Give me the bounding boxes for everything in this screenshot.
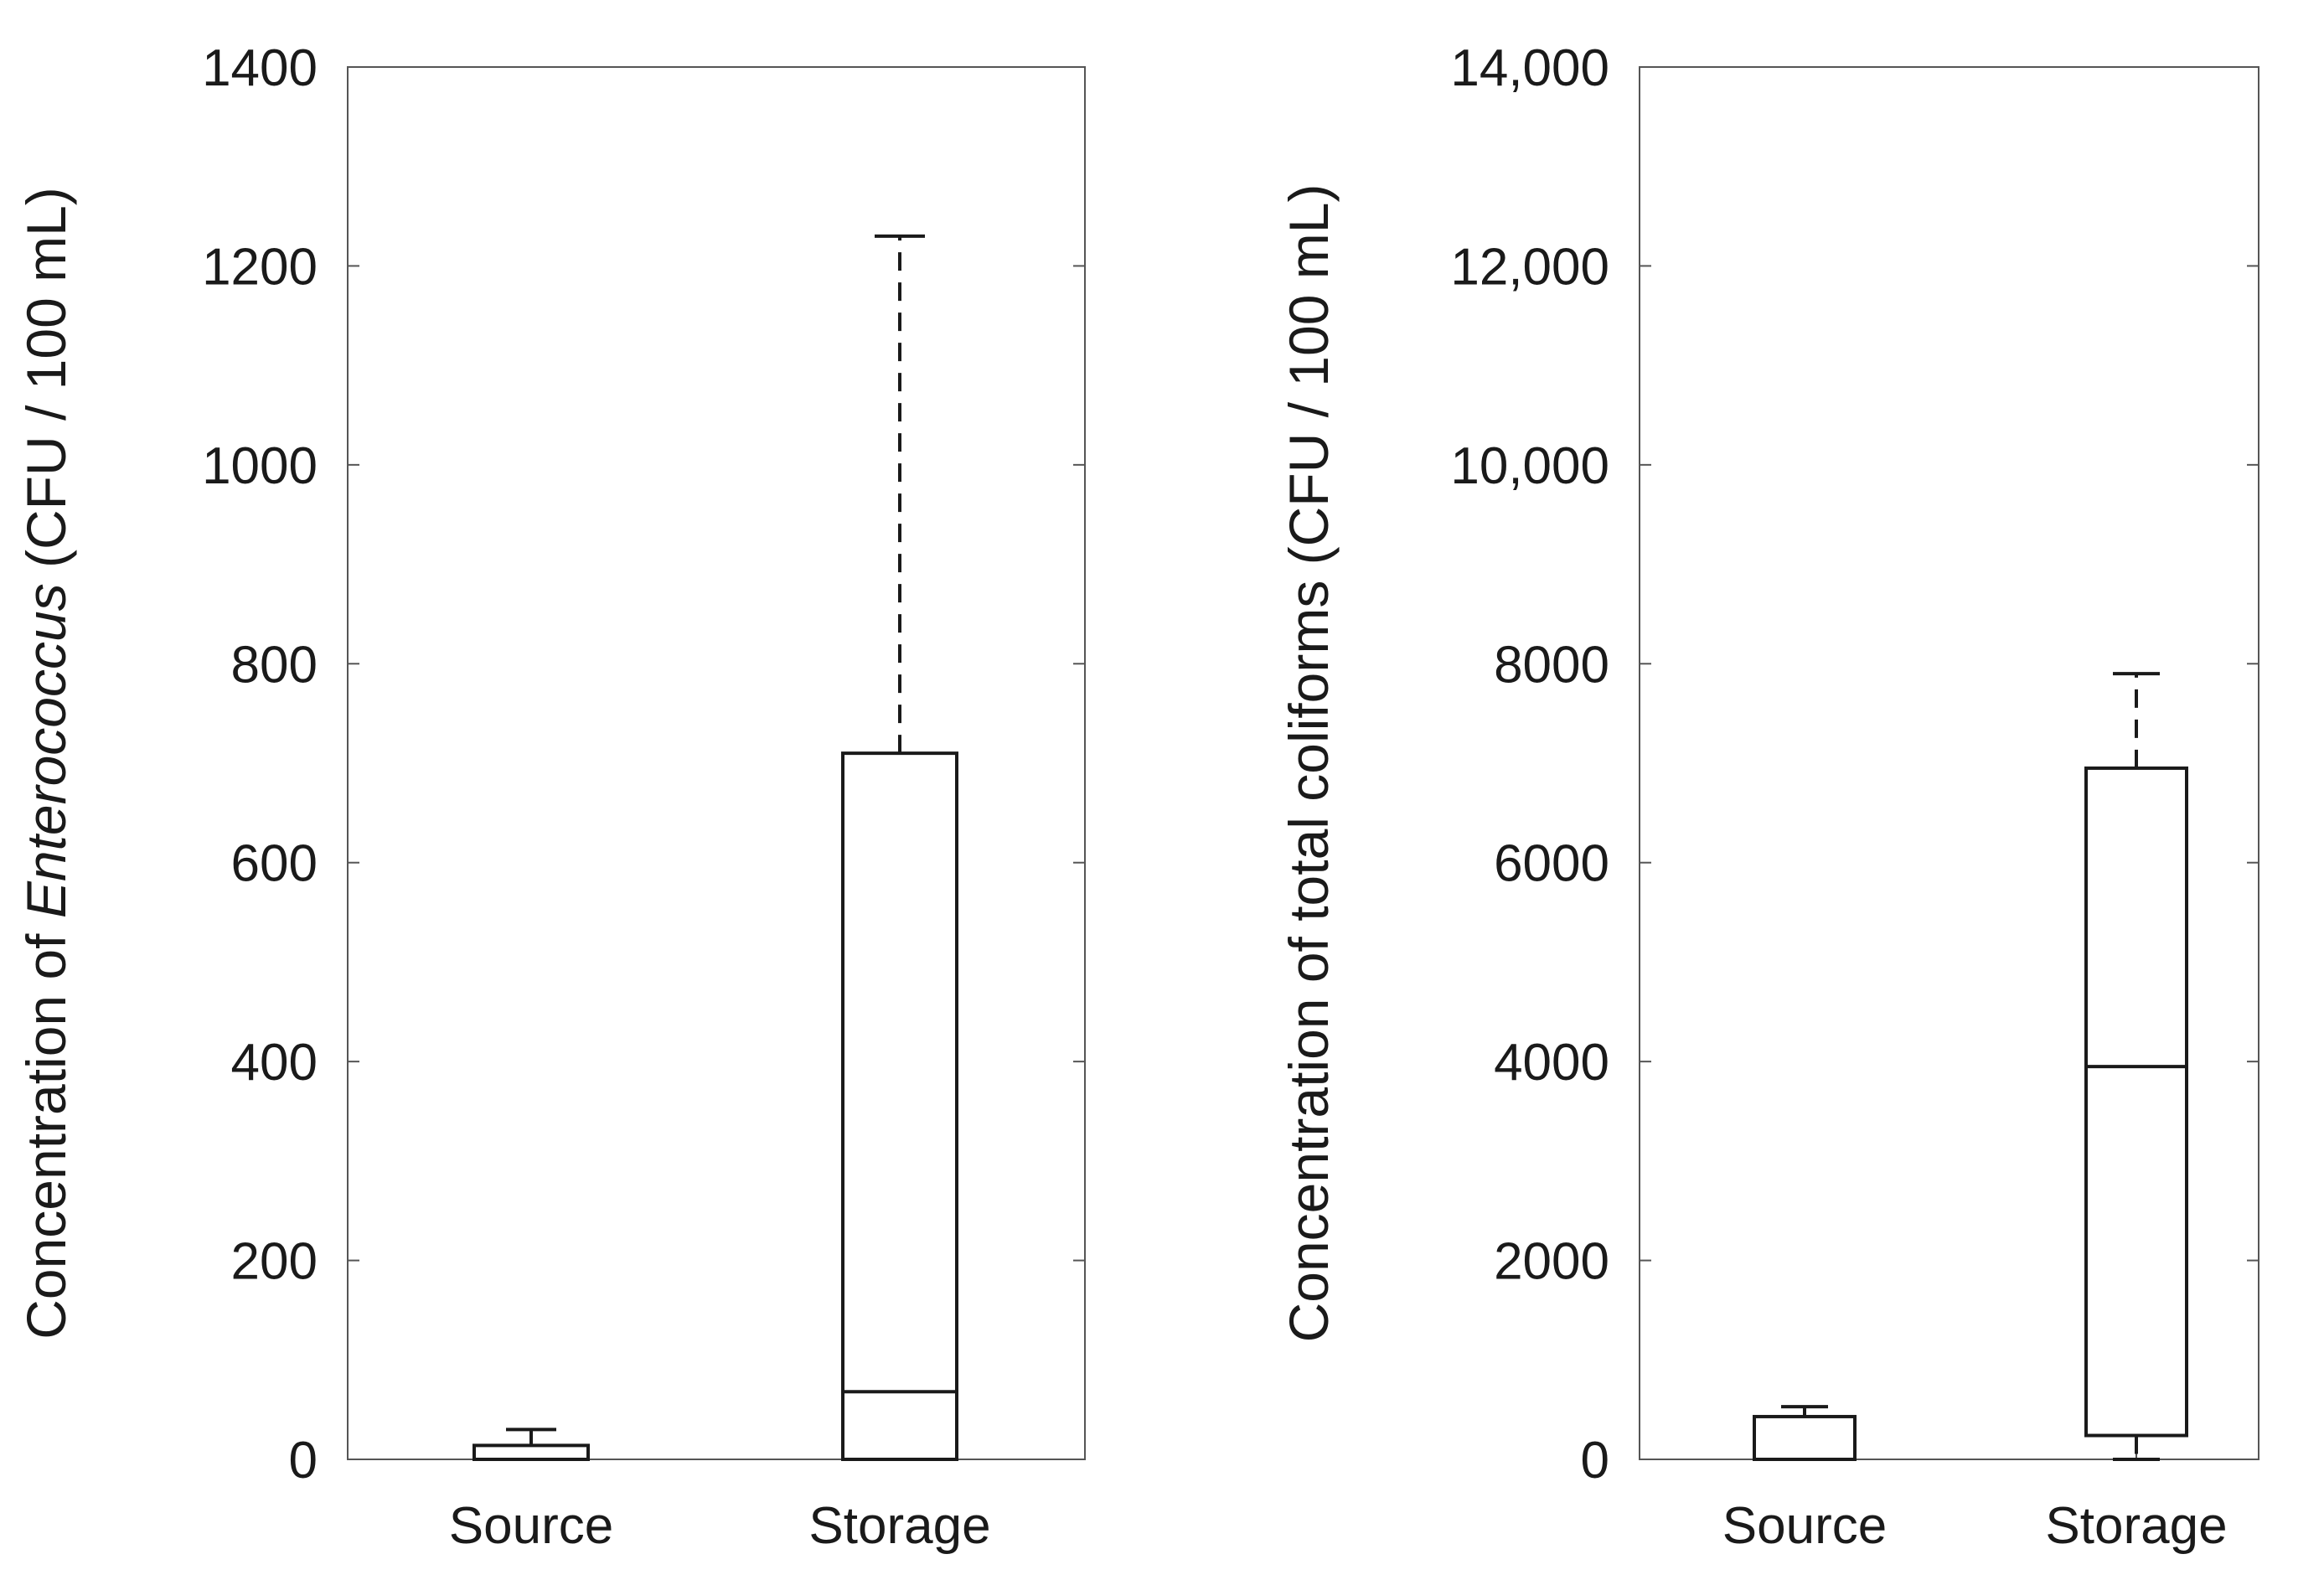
y-axis-title-part: Concentration of [15, 918, 77, 1340]
y-tick-label: 2000 [1494, 1233, 1609, 1291]
x-category-label: Storage [2045, 1497, 2227, 1555]
y-tick-label: 400 [231, 1034, 318, 1092]
box-iqr [473, 1443, 590, 1462]
y-tick-label: 4000 [1494, 1034, 1609, 1092]
y-axis-title: Concentration of Enterococcus (CFU / 100… [15, 187, 77, 1340]
enterococcus-chart: 0 200 400 600 800 1000 1200 1400 Source Storage Co… [15, 39, 1086, 1555]
y-tick-label: 600 [231, 835, 318, 893]
y-axis-title: Concentration of total coliforms (CFU / … [1278, 184, 1340, 1343]
plot-frame [1639, 66, 2259, 1460]
y-tick-label: 1200 [202, 238, 318, 296]
box-iqr [1753, 1414, 1857, 1462]
y-tick-label: 14,000 [1450, 39, 1609, 97]
y-axis-title-part: (CFU / 100 mL) [15, 187, 77, 583]
y-tick-label: 6000 [1494, 835, 1609, 893]
y-tick-label: 0 [1581, 1432, 1609, 1490]
box-iqr [841, 751, 958, 1461]
x-category-label: Source [1722, 1497, 1887, 1555]
total-coliforms-chart: 0 2000 4000 6000 8000 10,000 12,000 14,000 Sourc… [1278, 39, 2259, 1555]
y-tick-label: 12,000 [1450, 238, 1609, 296]
box-iqr [2084, 766, 2188, 1438]
x-category-label: Storage [808, 1497, 990, 1555]
y-axis-title-part: Concentration of total coliforms (CFU / … [1278, 184, 1340, 1343]
y-tick-label: 10,000 [1450, 437, 1609, 495]
y-tick-label: 1000 [202, 437, 318, 495]
y-tick-label: 200 [231, 1233, 318, 1291]
y-tick-label: 1400 [202, 39, 318, 97]
y-tick-label: 800 [231, 636, 318, 694]
plot-frame [347, 66, 1086, 1460]
y-axis-title-italic: Enterococcus [15, 583, 77, 918]
y-tick-label: 8000 [1494, 636, 1609, 694]
x-category-label: Source [449, 1497, 613, 1555]
y-tick-label: 0 [289, 1432, 318, 1490]
